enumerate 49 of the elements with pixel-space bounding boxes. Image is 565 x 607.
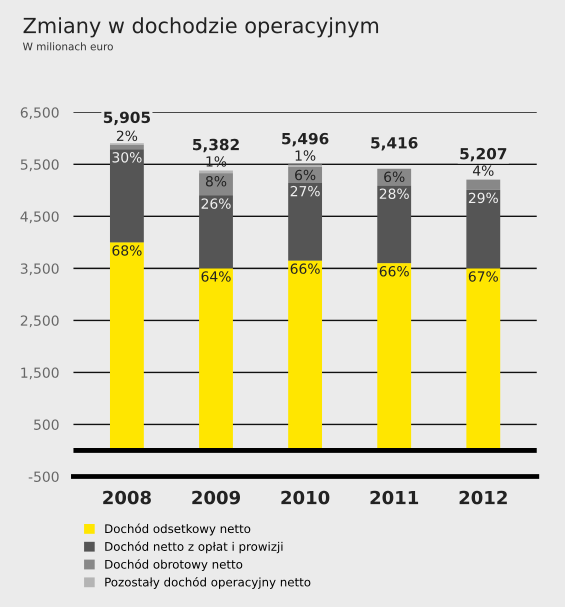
legend-label: Dochód netto z opłat i prowizji [105, 541, 282, 554]
legend-label: Dochód odsetkowy netto [105, 524, 250, 536]
legend-label: Pozostały dochód operacyjny netto [105, 576, 310, 589]
annotation: 66% [380, 266, 409, 277]
bar [199, 173, 233, 196]
x-tick-label: 2010 [281, 490, 330, 504]
annotation: 66% [290, 263, 320, 274]
annotation: 26% [202, 198, 231, 209]
total-label: 5,905 [104, 112, 150, 126]
bar [377, 186, 412, 264]
annotation: 30% [112, 152, 142, 163]
annotation: 6% [384, 172, 404, 182]
total-label: 5,382 [193, 138, 239, 152]
y-tick-label: 3,500 [20, 263, 59, 276]
bar [466, 180, 500, 190]
x-tick-label: 2011 [370, 490, 418, 504]
annotation: 6% [295, 170, 316, 180]
x-tick-label: 2009 [192, 490, 240, 504]
y-tick-label: -500 [28, 471, 59, 482]
y-tick-label: 1,500 [21, 367, 59, 380]
annotation: 67% [468, 271, 498, 282]
bar [199, 170, 233, 174]
annotation: 4% [472, 165, 494, 176]
bar [466, 190, 500, 268]
annotation: 29% [468, 192, 498, 204]
total-label: 5,496 [282, 132, 328, 146]
bar [110, 144, 144, 150]
bar [110, 149, 144, 242]
y-tick-label: 4,500 [20, 211, 59, 224]
legend-label: Dochód obrotowy netto [105, 559, 242, 572]
bar [199, 196, 233, 268]
y-tick-label: 2,500 [20, 315, 59, 328]
total-label: 5,416 [371, 137, 418, 151]
annotation: 27% [290, 186, 320, 196]
y-tick-label: 6,500 [20, 107, 59, 120]
annotation: 8% [206, 176, 226, 187]
annotation: 2% [116, 130, 138, 142]
chart-subtitle: W milionach euro [22, 42, 113, 50]
y-tick-label: 5,500 [20, 159, 59, 172]
x-tick-label: 2008 [103, 490, 151, 504]
annotation: 1% [296, 150, 316, 161]
y-tick-label: 500 [34, 419, 59, 430]
chart-title: Zmiany w dochodzie operacyjnym [24, 17, 378, 38]
annotation: 64% [202, 271, 231, 282]
annotation: 68% [112, 245, 142, 256]
annotation: 28% [380, 188, 409, 200]
bar [288, 183, 322, 261]
x-tick-label: 2012 [460, 490, 507, 504]
total-label: 5,207 [460, 148, 506, 162]
